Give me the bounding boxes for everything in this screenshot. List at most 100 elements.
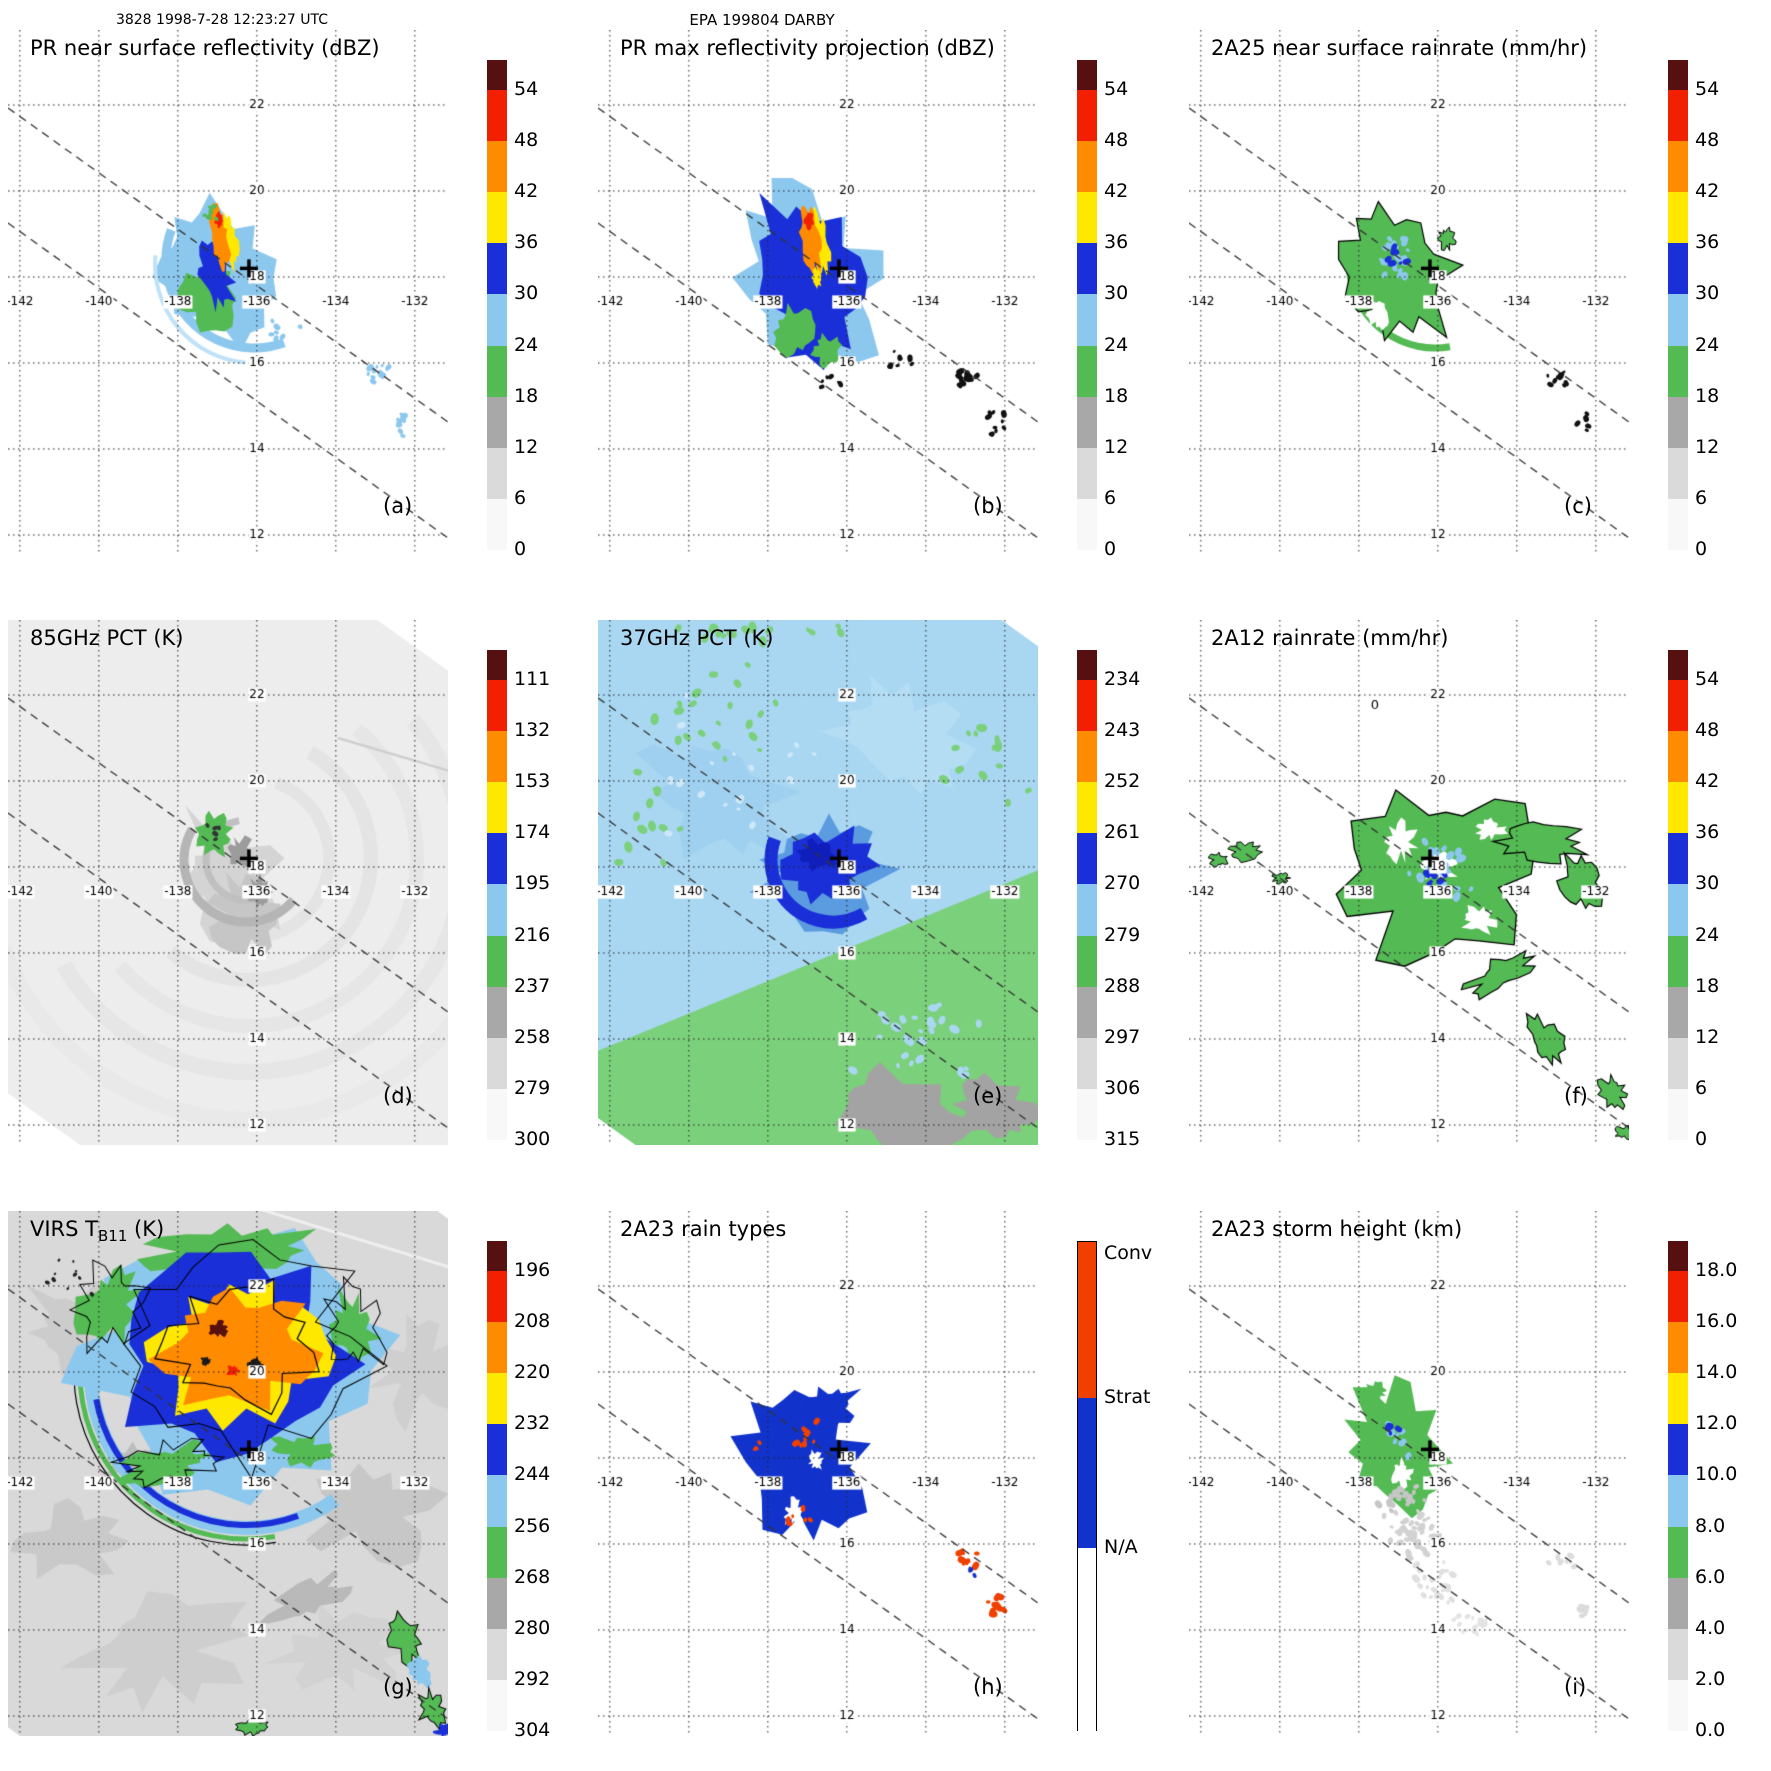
colorbar-segment [1668, 1628, 1688, 1681]
colorbar-tick: 232 [514, 1412, 551, 1435]
colorbar-tick: 220 [514, 1361, 551, 1384]
map-canvas-c [1189, 30, 1629, 555]
colorbar-tick: 24 [1695, 333, 1720, 356]
colorbar-cap [1077, 650, 1097, 680]
colorbar-segment [487, 396, 507, 449]
colorbar-f [1668, 650, 1688, 1141]
colorbar-tick: 30 [1695, 282, 1720, 305]
colorbar-segment [487, 1628, 507, 1681]
map-canvas-d [8, 620, 448, 1145]
colorbar-segment [1077, 498, 1097, 551]
colorbar-tick: 252 [1104, 770, 1141, 793]
colorbar-segment [487, 1679, 507, 1732]
colorbar-tick: 270 [1104, 872, 1141, 895]
panel-letter-d: (d) [383, 1084, 413, 1108]
colorbar-tick: 195 [514, 872, 551, 895]
colorbar-tick: 2.0 [1695, 1667, 1726, 1690]
colorbar-tick: 132 [514, 719, 551, 742]
colorbar-tick: 48 [1695, 719, 1720, 742]
panel-a: PR near surface reflectivity (dBZ) (a) 54 4… [0, 0, 590, 590]
panel-title-text: 2A23 storm height (km) [1211, 1217, 1463, 1241]
header-storm-name: EPA 199804 DARBY [689, 11, 835, 29]
colorbar-segment [487, 447, 507, 500]
colorbar-segment [1668, 884, 1688, 937]
colorbar-segment [487, 782, 507, 834]
panel-d: 85GHz PCT (K) (d) 111 132 153 174 195 216 237 258… [0, 590, 590, 1180]
colorbar-h [1077, 1241, 1097, 1732]
panel-title-text: PR max reflectivity projection (dBZ) [620, 36, 995, 60]
colorbar-tick: 48 [1104, 129, 1129, 152]
colorbar-tick: 30 [1104, 282, 1129, 305]
colorbar-tick: 153 [514, 770, 551, 793]
colorbar-segment [1077, 680, 1097, 732]
colorbar-tick: 280 [514, 1616, 551, 1639]
colorbar-tick: 258 [514, 1025, 551, 1048]
colorbar-tick: 16.0 [1695, 1310, 1738, 1333]
colorbar-tick: 54 [1104, 78, 1129, 100]
colorbar-segment [1668, 498, 1688, 551]
colorbar-i [1668, 1241, 1688, 1732]
panel-title-g: VIRS TB11 (K) [30, 1217, 164, 1245]
colorbar-segment [487, 1037, 507, 1090]
colorbar-e [1077, 650, 1097, 1141]
panel-letter-i: (i) [1564, 1675, 1587, 1699]
colorbar-tick: 36 [1695, 821, 1720, 844]
colorbar-tick: 216 [514, 923, 551, 946]
panel-title-subscript: B11 [97, 1227, 128, 1246]
colorbar-segment [487, 1088, 507, 1141]
colorbar-tick: 18.0 [1695, 1259, 1738, 1281]
colorbar-segment [1668, 1679, 1688, 1732]
colorbar-tick: 297 [1104, 1025, 1141, 1048]
panel-e: 37GHz PCT (K) (e) 234 243 252 261 270 279 288 297… [590, 590, 1180, 1180]
colorbar-segment [1668, 1322, 1688, 1374]
colorbar-tick: 0.0 [1695, 1719, 1726, 1741]
colorbar-tick: 0 [1104, 538, 1117, 560]
colorbar-tick: 244 [514, 1463, 551, 1486]
colorbar-segment [487, 833, 507, 885]
colorbar-tick: 48 [1695, 129, 1720, 152]
colorbar-tick: 279 [514, 1076, 551, 1099]
panel-title-text: PR near surface reflectivity (dBZ) [30, 36, 380, 60]
colorbar-cap [487, 60, 507, 90]
colorbar-segment [1077, 294, 1097, 347]
panel-title-text: VIRS T [30, 1217, 98, 1241]
colorbar-tick: 24 [514, 333, 539, 356]
panel-title-text: 2A12 rainrate (mm/hr) [1211, 626, 1449, 650]
panel-letter-e: (e) [973, 1084, 1003, 1108]
header-granule-datetime: 3828 1998-7-28 12:23:27 UTC [115, 12, 329, 28]
colorbar-c [1668, 60, 1688, 551]
colorbar-tick: 304 [514, 1719, 551, 1741]
colorbar-tick: 12 [514, 435, 539, 458]
colorbar-segment [1077, 1088, 1097, 1141]
colorbar-segment [487, 731, 507, 783]
colorbar-segment [487, 90, 507, 142]
colorbar-cap [1077, 60, 1097, 90]
colorbar-tick: 8.0 [1695, 1514, 1726, 1537]
panel-title-text: 2A25 near surface rainrate (mm/hr) [1211, 36, 1588, 60]
map-canvas-i [1189, 1211, 1629, 1736]
colorbar-segment [1668, 680, 1688, 732]
colorbar-tick: 4.0 [1695, 1616, 1726, 1639]
colorbar-b [1077, 60, 1097, 551]
colorbar-tick: 36 [1695, 231, 1720, 254]
colorbar-segment [1668, 141, 1688, 193]
panel-letter-c: (c) [1564, 494, 1592, 518]
colorbar-segment [487, 294, 507, 347]
colorbar-segment [1077, 935, 1097, 988]
map-canvas-b [598, 30, 1038, 555]
colorbar-segment [1078, 1398, 1096, 1548]
colorbar-tick: 54 [514, 78, 539, 100]
colorbar-segment [487, 243, 507, 295]
colorbar-tick: 18 [514, 384, 539, 407]
colorbar-tick: 18 [1695, 384, 1720, 407]
colorbar-segment [1668, 1373, 1688, 1425]
colorbar-segment [1668, 294, 1688, 347]
colorbar-tick: 174 [514, 821, 551, 844]
colorbar-segment [1077, 731, 1097, 783]
colorbar-tick: 196 [514, 1259, 551, 1281]
colorbar-tick: 306 [1104, 1076, 1141, 1099]
colorbar-tick: 0 [1695, 538, 1708, 560]
colorbar-segment [1077, 345, 1097, 398]
colorbar-segment [487, 986, 507, 1039]
colorbar-tick: 42 [1695, 770, 1720, 793]
